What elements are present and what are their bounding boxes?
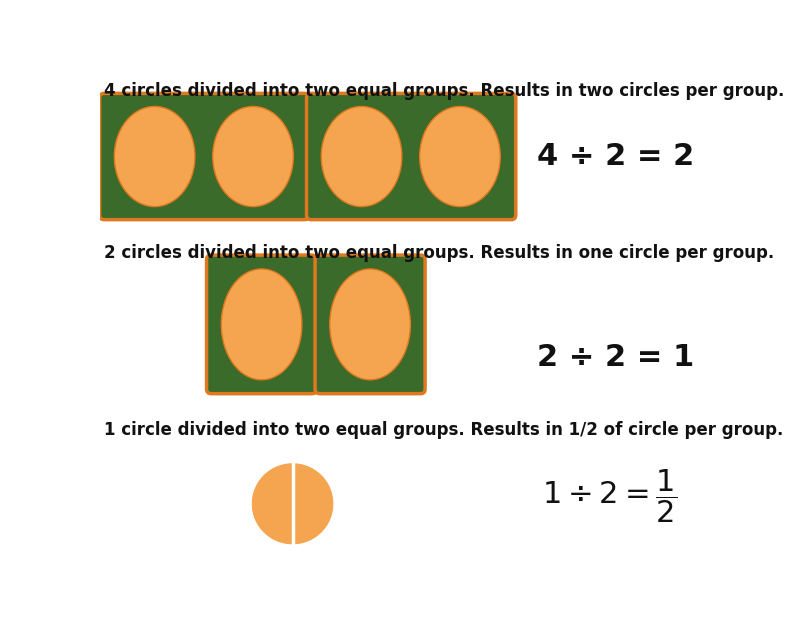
FancyBboxPatch shape (306, 94, 515, 220)
Ellipse shape (213, 106, 293, 206)
Text: 2 ÷ 2 = 1: 2 ÷ 2 = 1 (537, 343, 694, 372)
Text: 2 circles divided into two equal groups. Results in one circle per group.: 2 circles divided into two equal groups.… (104, 245, 774, 262)
Text: 4 ÷ 2 = 2: 4 ÷ 2 = 2 (537, 142, 694, 171)
Ellipse shape (321, 106, 401, 206)
Circle shape (249, 461, 334, 546)
Ellipse shape (114, 106, 195, 206)
Text: $1 \div 2 = \dfrac{1}{2}$: $1 \div 2 = \dfrac{1}{2}$ (541, 468, 676, 525)
FancyBboxPatch shape (99, 94, 309, 220)
Text: 4 circles divided into two equal groups. Results in two circles per group.: 4 circles divided into two equal groups.… (104, 82, 784, 100)
Ellipse shape (221, 269, 302, 380)
FancyBboxPatch shape (314, 255, 424, 394)
Text: 1 circle divided into two equal groups. Results in 1/2 of circle per group.: 1 circle divided into two equal groups. … (104, 422, 783, 440)
Ellipse shape (419, 106, 500, 206)
Ellipse shape (330, 269, 410, 380)
FancyBboxPatch shape (206, 255, 316, 394)
